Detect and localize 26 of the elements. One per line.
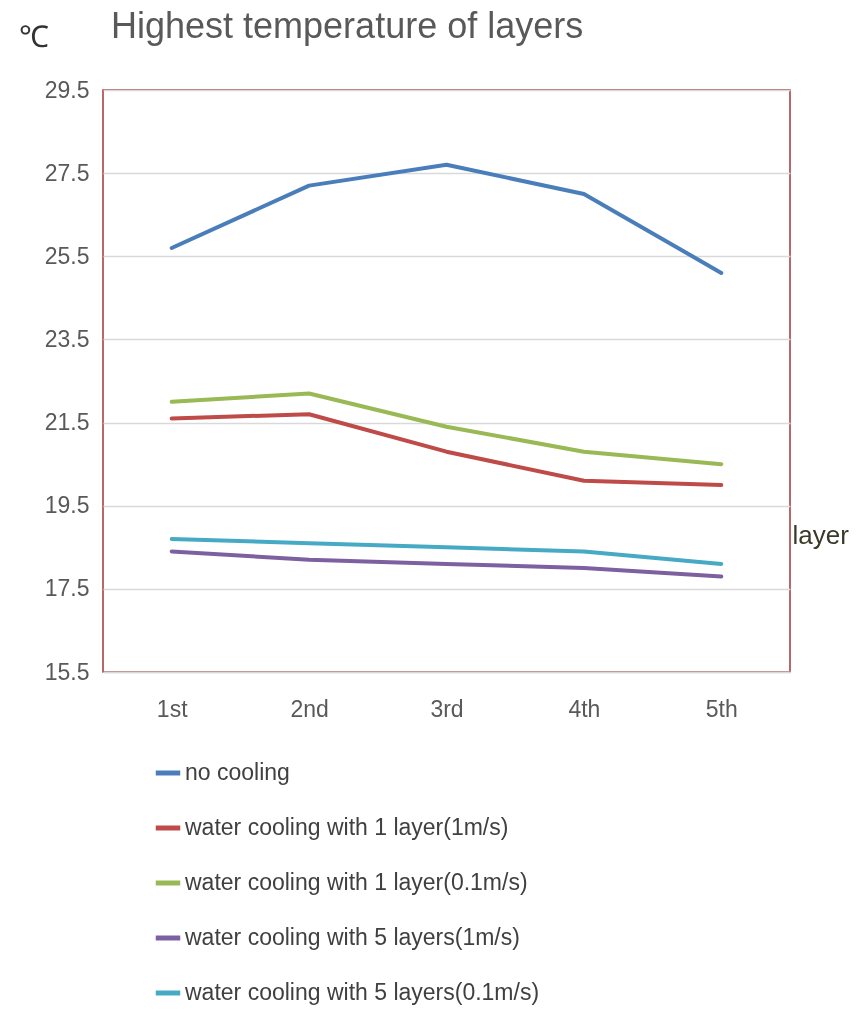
y-tick-label: 23.5 <box>44 325 90 352</box>
line-series <box>169 412 724 487</box>
y-tick-label: 29.5 <box>44 76 90 103</box>
legend-label: water cooling with 1 layer(0.1m/s) <box>184 869 528 895</box>
line-series <box>169 549 724 579</box>
x-tick-label: 5th <box>705 695 738 722</box>
y-tick-label: 19.5 <box>44 492 90 519</box>
x-tick-label: 1st <box>156 695 189 722</box>
legend-label: water cooling with 1 layer(1m/s) <box>184 814 509 840</box>
x-tick-label: 3rd <box>430 695 464 722</box>
line-series <box>169 391 724 467</box>
legend-label: water cooling with 5 layers(1m/s) <box>184 924 520 950</box>
x-axis-title: layer <box>792 519 850 550</box>
y-axis-title: ℃ <box>18 19 49 53</box>
y-tick-label: 15.5 <box>44 658 90 685</box>
legend-label: no cooling <box>185 759 290 785</box>
legend-label: water cooling with 5 layers(0.1m/s) <box>184 979 540 1005</box>
y-tick-label: 27.5 <box>44 159 90 186</box>
y-tick-label: 25.5 <box>44 242 90 269</box>
chart-title: Highest temperature of layers <box>111 5 584 46</box>
y-tick-label: 17.5 <box>44 575 90 602</box>
line-series <box>169 536 724 566</box>
line-series <box>169 162 724 275</box>
x-tick-label: 4th <box>568 695 601 722</box>
y-tick-label: 21.5 <box>44 409 90 436</box>
x-tick-label: 2nd <box>290 695 329 722</box>
